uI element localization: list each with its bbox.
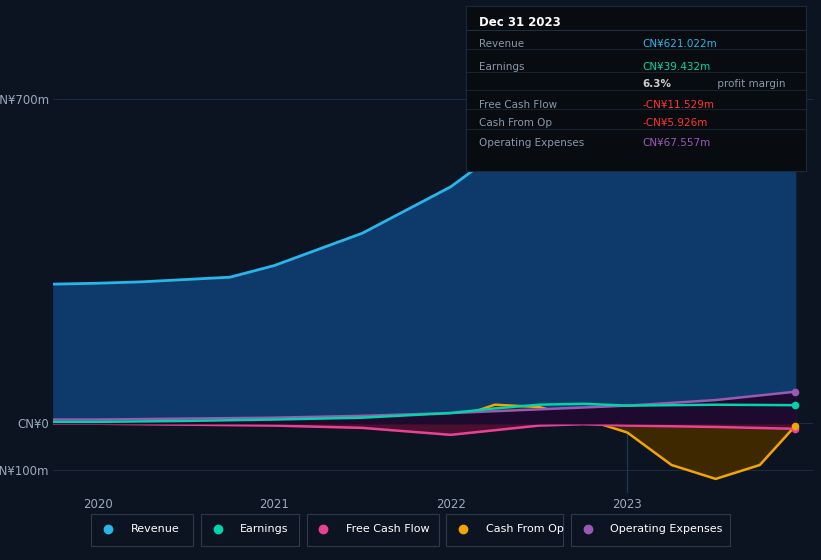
Text: Free Cash Flow: Free Cash Flow [346, 524, 429, 534]
Text: Cash From Op: Cash From Op [479, 118, 553, 128]
Text: Operating Expenses: Operating Expenses [610, 524, 722, 534]
Text: /yr: /yr [820, 118, 821, 128]
Text: Operating Expenses: Operating Expenses [479, 138, 585, 148]
Text: CN¥621.022m: CN¥621.022m [643, 39, 718, 49]
Text: Earnings: Earnings [241, 524, 289, 534]
Text: Revenue: Revenue [131, 524, 180, 534]
Text: -CN¥5.926m: -CN¥5.926m [643, 118, 708, 128]
Text: profit margin: profit margin [713, 79, 785, 89]
Text: CN¥67.557m: CN¥67.557m [643, 138, 711, 148]
Text: Revenue: Revenue [479, 39, 525, 49]
Text: -CN¥11.529m: -CN¥11.529m [643, 100, 714, 110]
Text: /yr: /yr [820, 138, 821, 148]
Text: 6.3%: 6.3% [643, 79, 672, 89]
Text: /yr: /yr [820, 62, 821, 72]
Text: Earnings: Earnings [479, 62, 525, 72]
Text: Cash From Op: Cash From Op [486, 524, 563, 534]
Text: CN¥39.432m: CN¥39.432m [643, 62, 711, 72]
Text: Free Cash Flow: Free Cash Flow [479, 100, 557, 110]
Text: Dec 31 2023: Dec 31 2023 [479, 16, 561, 29]
